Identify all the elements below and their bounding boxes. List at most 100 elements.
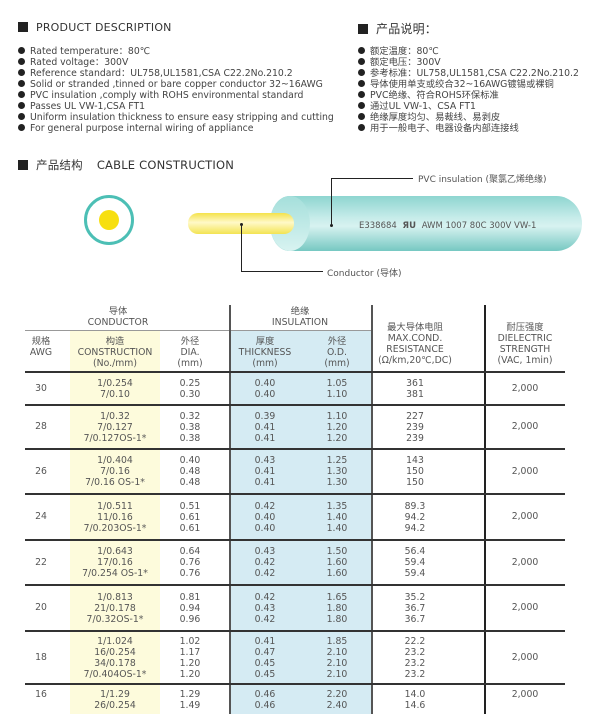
row-divider — [25, 584, 565, 586]
thickness-cell: 0.43 — [254, 546, 276, 557]
thickness-cell: 0.45 — [254, 658, 276, 669]
description-item: 通过UL VW-1、CSA FT1 — [358, 101, 579, 112]
construction-cell: 7/0.10 — [100, 389, 130, 400]
thickness-cell: 0.41 — [254, 433, 276, 444]
row-divider — [25, 371, 565, 373]
dia-cell: 0.38 — [179, 433, 201, 444]
awg-cell: 30 — [35, 383, 47, 394]
thickness-cell: 0.43 — [254, 455, 276, 466]
header-construction: 构造 — [105, 336, 125, 347]
construction-cell: 7/0.127 — [97, 422, 133, 433]
heading-en: CABLE CONSTRUCTION — [96, 158, 235, 172]
thickness-cell: 0.40 — [254, 523, 276, 534]
square-bullet-icon — [18, 160, 28, 170]
thickness-cell: 0.42 — [254, 568, 276, 579]
leader-line — [241, 271, 323, 272]
header-conductor-en: CONDUCTOR — [87, 317, 149, 328]
print-code: E338684 — [359, 221, 397, 231]
header-dielectric: STRENGTH — [499, 344, 551, 355]
header-divider — [25, 330, 372, 331]
dia-cell: 1.17 — [179, 647, 201, 658]
product-description-heading: PRODUCT DESCRIPTION — [18, 21, 172, 34]
awg-cell: 26 — [35, 466, 47, 477]
header-resistance: MAX.COND. — [387, 333, 443, 344]
header-resistance: (Ω/km,20℃,DC) — [378, 355, 452, 366]
dia-cell: 1.49 — [179, 700, 201, 711]
header-construction: (No./mm) — [93, 358, 137, 369]
resistance-cell: 14.0 — [404, 689, 426, 700]
header-thickness: THICKNESS — [238, 347, 292, 358]
resistance-cell: 381 — [406, 389, 424, 400]
od-cell: 1.60 — [326, 557, 348, 568]
description-item: 额定温度：80℃ — [358, 46, 579, 57]
awg-cell: 24 — [35, 511, 47, 522]
resistance-cell: 59.4 — [404, 568, 426, 579]
thickness-cell: 0.41 — [254, 636, 276, 647]
thickness-cell: 0.40 — [254, 512, 276, 523]
resistance-cell: 14.6 — [404, 700, 426, 711]
awg-cell: 18 — [35, 652, 47, 663]
cable-insulation — [270, 196, 582, 251]
description-item: PVC insulation ,comply with ROHS environ… — [18, 90, 334, 101]
thickness-cell: 0.43 — [254, 603, 276, 614]
dielectric-cell: 2,000 — [511, 511, 539, 522]
dia-cell: 0.61 — [179, 523, 201, 534]
dia-cell: 0.32 — [179, 411, 201, 422]
ul-mark-logo: ЯU — [402, 221, 416, 231]
od-cell: 1.50 — [326, 546, 348, 557]
od-cell: 1.10 — [326, 411, 348, 422]
construction-cell: 11/0.16 — [97, 512, 133, 523]
header-od: O.D. — [326, 347, 347, 358]
awg-cell: 16 — [35, 689, 47, 700]
dia-cell: 0.40 — [179, 455, 201, 466]
resistance-cell: 150 — [406, 477, 424, 488]
divider-line — [229, 305, 231, 714]
heading-text: 产品说明： — [376, 22, 438, 36]
construction-cell: 7/0.203OS-1* — [83, 523, 147, 534]
resistance-cell: 22.2 — [404, 636, 426, 647]
description-item: 参考标准：UL758,UL1581,CSA C22.2No.210.2 — [358, 68, 579, 79]
dia-cell: 0.48 — [179, 466, 201, 477]
construction-cell: 1/0.404 — [97, 455, 133, 466]
od-cell: 1.05 — [326, 378, 348, 389]
header-thickness: (mm) — [252, 358, 278, 369]
resistance-cell: 227 — [406, 411, 424, 422]
dielectric-cell: 2,000 — [511, 557, 539, 568]
dia-cell: 0.64 — [179, 546, 201, 557]
dia-cell: 0.94 — [179, 603, 201, 614]
resistance-cell: 23.2 — [404, 658, 426, 669]
thickness-cell: 0.39 — [254, 411, 276, 422]
od-cell: 1.30 — [326, 466, 348, 477]
resistance-cell: 59.4 — [404, 557, 426, 568]
header-construction: CONSTRUCTION — [77, 347, 153, 358]
resistance-cell: 35.2 — [404, 592, 426, 603]
resistance-cell: 23.2 — [404, 669, 426, 680]
od-cell: 1.20 — [326, 422, 348, 433]
od-cell: 1.80 — [326, 614, 348, 625]
header-conductor-cn: 导体 — [108, 306, 128, 317]
description-item: Reference standard：UL758,UL1581,CSA C22.… — [18, 68, 334, 79]
thickness-cell: 0.40 — [254, 389, 276, 400]
heading-cn: 产品结构 — [36, 158, 83, 172]
description-item: Solid or stranded ,tinned or bare copper… — [18, 79, 334, 90]
divider-line — [484, 305, 486, 714]
header-awg: AWG — [29, 347, 53, 358]
od-cell: 1.10 — [326, 389, 348, 400]
header-dielectric: DIELECTRIC — [497, 333, 553, 344]
dia-cell: 1.02 — [179, 636, 201, 647]
divider-line — [371, 305, 373, 714]
thickness-cell: 0.45 — [254, 669, 276, 680]
header-insulation-cn: 绝缘 — [290, 306, 310, 317]
construction-cell: 1/0.32 — [100, 411, 130, 422]
construction-cell: 1/0.643 — [97, 546, 133, 557]
resistance-cell: 36.7 — [404, 603, 426, 614]
thickness-cell: 0.41 — [254, 466, 276, 477]
dielectric-cell: 2,000 — [511, 652, 539, 663]
cable-cross-section — [84, 195, 134, 245]
conductor-core — [99, 210, 119, 230]
thickness-cell: 0.42 — [254, 557, 276, 568]
header-dielectric: 耐压强度 — [506, 322, 544, 333]
construction-cell: 1/0.511 — [97, 501, 133, 512]
construction-cell: 17/0.16 — [97, 557, 133, 568]
construction-cell: 1/0.813 — [97, 592, 133, 603]
